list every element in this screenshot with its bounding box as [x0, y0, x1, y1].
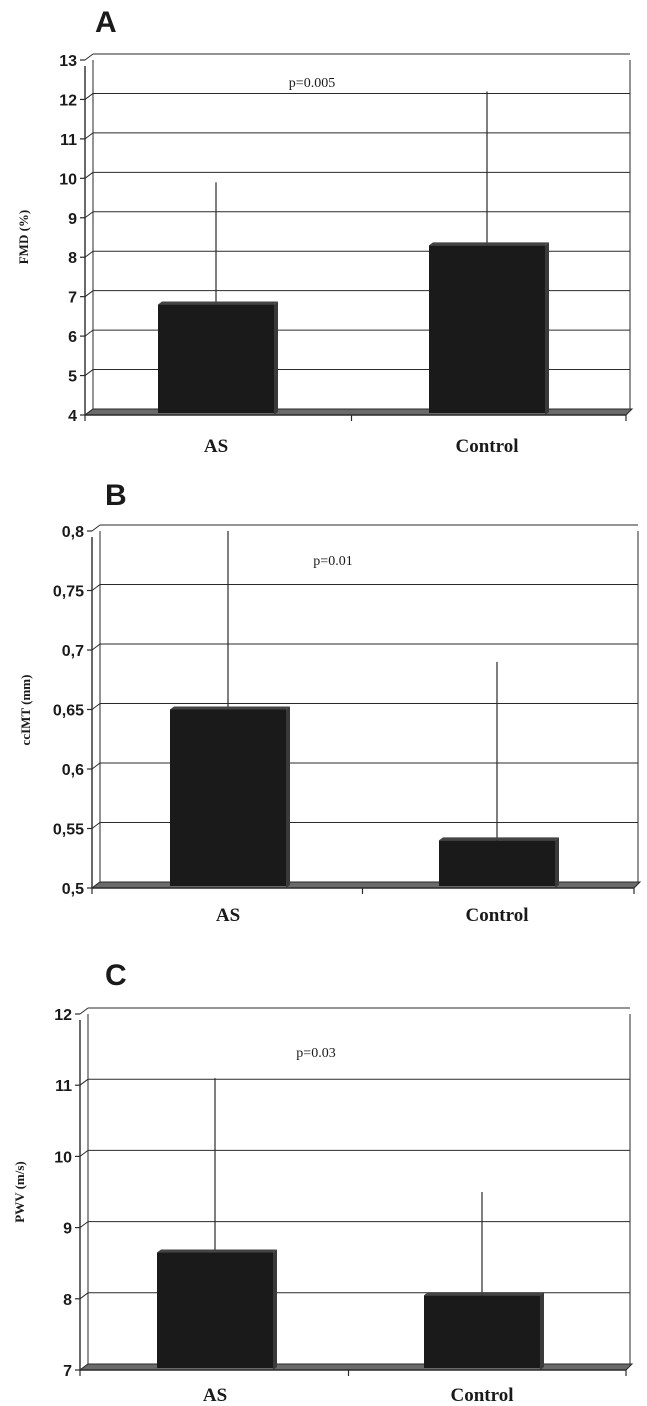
bar-side: [545, 242, 549, 415]
y-tick-label: 0,5: [62, 881, 84, 898]
tick-connector: [84, 211, 94, 219]
y-tick-label: 13: [59, 53, 77, 70]
y-tick-label: 8: [68, 250, 77, 267]
y-tick-label: 6: [68, 329, 77, 346]
bar-side: [540, 1292, 544, 1370]
x-category-label: AS: [204, 436, 228, 457]
p-value-annotation: p=0.005: [289, 76, 335, 91]
y-tick-label: 5: [68, 369, 77, 386]
tick-connector: [91, 643, 101, 651]
bar: [424, 1295, 540, 1368]
tick-connector: [84, 93, 94, 100]
tick-connector: [79, 1078, 89, 1086]
bar-side: [273, 1249, 277, 1370]
tick-connector: [79, 1150, 89, 1157]
panel-letter: A: [95, 6, 117, 39]
y-tick-label: 0,7: [62, 643, 84, 660]
y-tick-label: 7: [63, 1363, 72, 1380]
x-category-label: AS: [216, 905, 240, 926]
tick-connector: [84, 171, 94, 179]
tick-connector: [84, 53, 94, 61]
panel-letter: C: [105, 959, 127, 992]
bar-top: [429, 242, 549, 246]
bar: [157, 1252, 273, 1368]
tick-connector: [91, 762, 101, 770]
panel-letter: B: [105, 479, 127, 512]
tick-connector: [91, 524, 101, 532]
bar-top: [424, 1292, 544, 1296]
p-value-annotation: p=0.01: [313, 554, 352, 569]
bar-side: [274, 301, 278, 415]
tick-connector: [91, 584, 101, 591]
tick-connector: [79, 1292, 89, 1300]
tick-connector: [91, 822, 101, 829]
y-tick-label: 10: [54, 1149, 72, 1166]
y-tick-label: 0,75: [53, 584, 84, 601]
x-category-label: AS: [203, 1385, 227, 1406]
y-axis-title: PWV (m/s): [12, 1161, 27, 1223]
y-axis-title: ccIMT (mm): [18, 675, 33, 746]
tick-connector: [84, 290, 94, 298]
bar-top: [157, 1249, 277, 1253]
y-tick-label: 9: [63, 1221, 72, 1238]
y-tick-label: 7: [68, 290, 77, 307]
y-tick-label: 11: [55, 1078, 72, 1095]
bar: [429, 245, 545, 413]
y-tick-label: 9: [68, 211, 77, 228]
tick-connector: [91, 703, 101, 710]
tick-connector: [79, 1221, 89, 1228]
y-tick-label: 11: [60, 132, 77, 149]
tick-connector: [84, 250, 94, 258]
y-tick-label: 0,8: [62, 524, 84, 541]
y-tick-label: 10: [59, 171, 77, 188]
x-category-label: Control: [451, 1385, 514, 1406]
bar-top: [170, 706, 290, 710]
tick-connector: [79, 1007, 89, 1015]
tick-connector: [84, 132, 94, 140]
y-tick-label: 4: [68, 408, 77, 425]
y-tick-label: 0,6: [62, 762, 84, 779]
tick-connector: [84, 369, 94, 376]
bar-top: [439, 837, 559, 841]
bar-side: [555, 837, 559, 888]
tick-connector: [84, 329, 94, 337]
y-tick-label: 8: [63, 1292, 72, 1309]
y-tick-label: 0,55: [53, 822, 84, 839]
bar: [158, 304, 274, 413]
x-category-label: Control: [456, 436, 519, 457]
bar: [439, 840, 555, 886]
y-tick-label: 12: [59, 92, 77, 109]
p-value-annotation: p=0.03: [296, 1046, 335, 1061]
y-tick-label: 12: [54, 1007, 72, 1024]
y-tick-label: 0,65: [53, 703, 84, 720]
bar-top: [158, 301, 278, 305]
bar-side: [286, 706, 290, 888]
y-axis-title: FMD (%): [16, 210, 31, 265]
x-category-label: Control: [466, 905, 529, 926]
bar: [170, 709, 286, 886]
